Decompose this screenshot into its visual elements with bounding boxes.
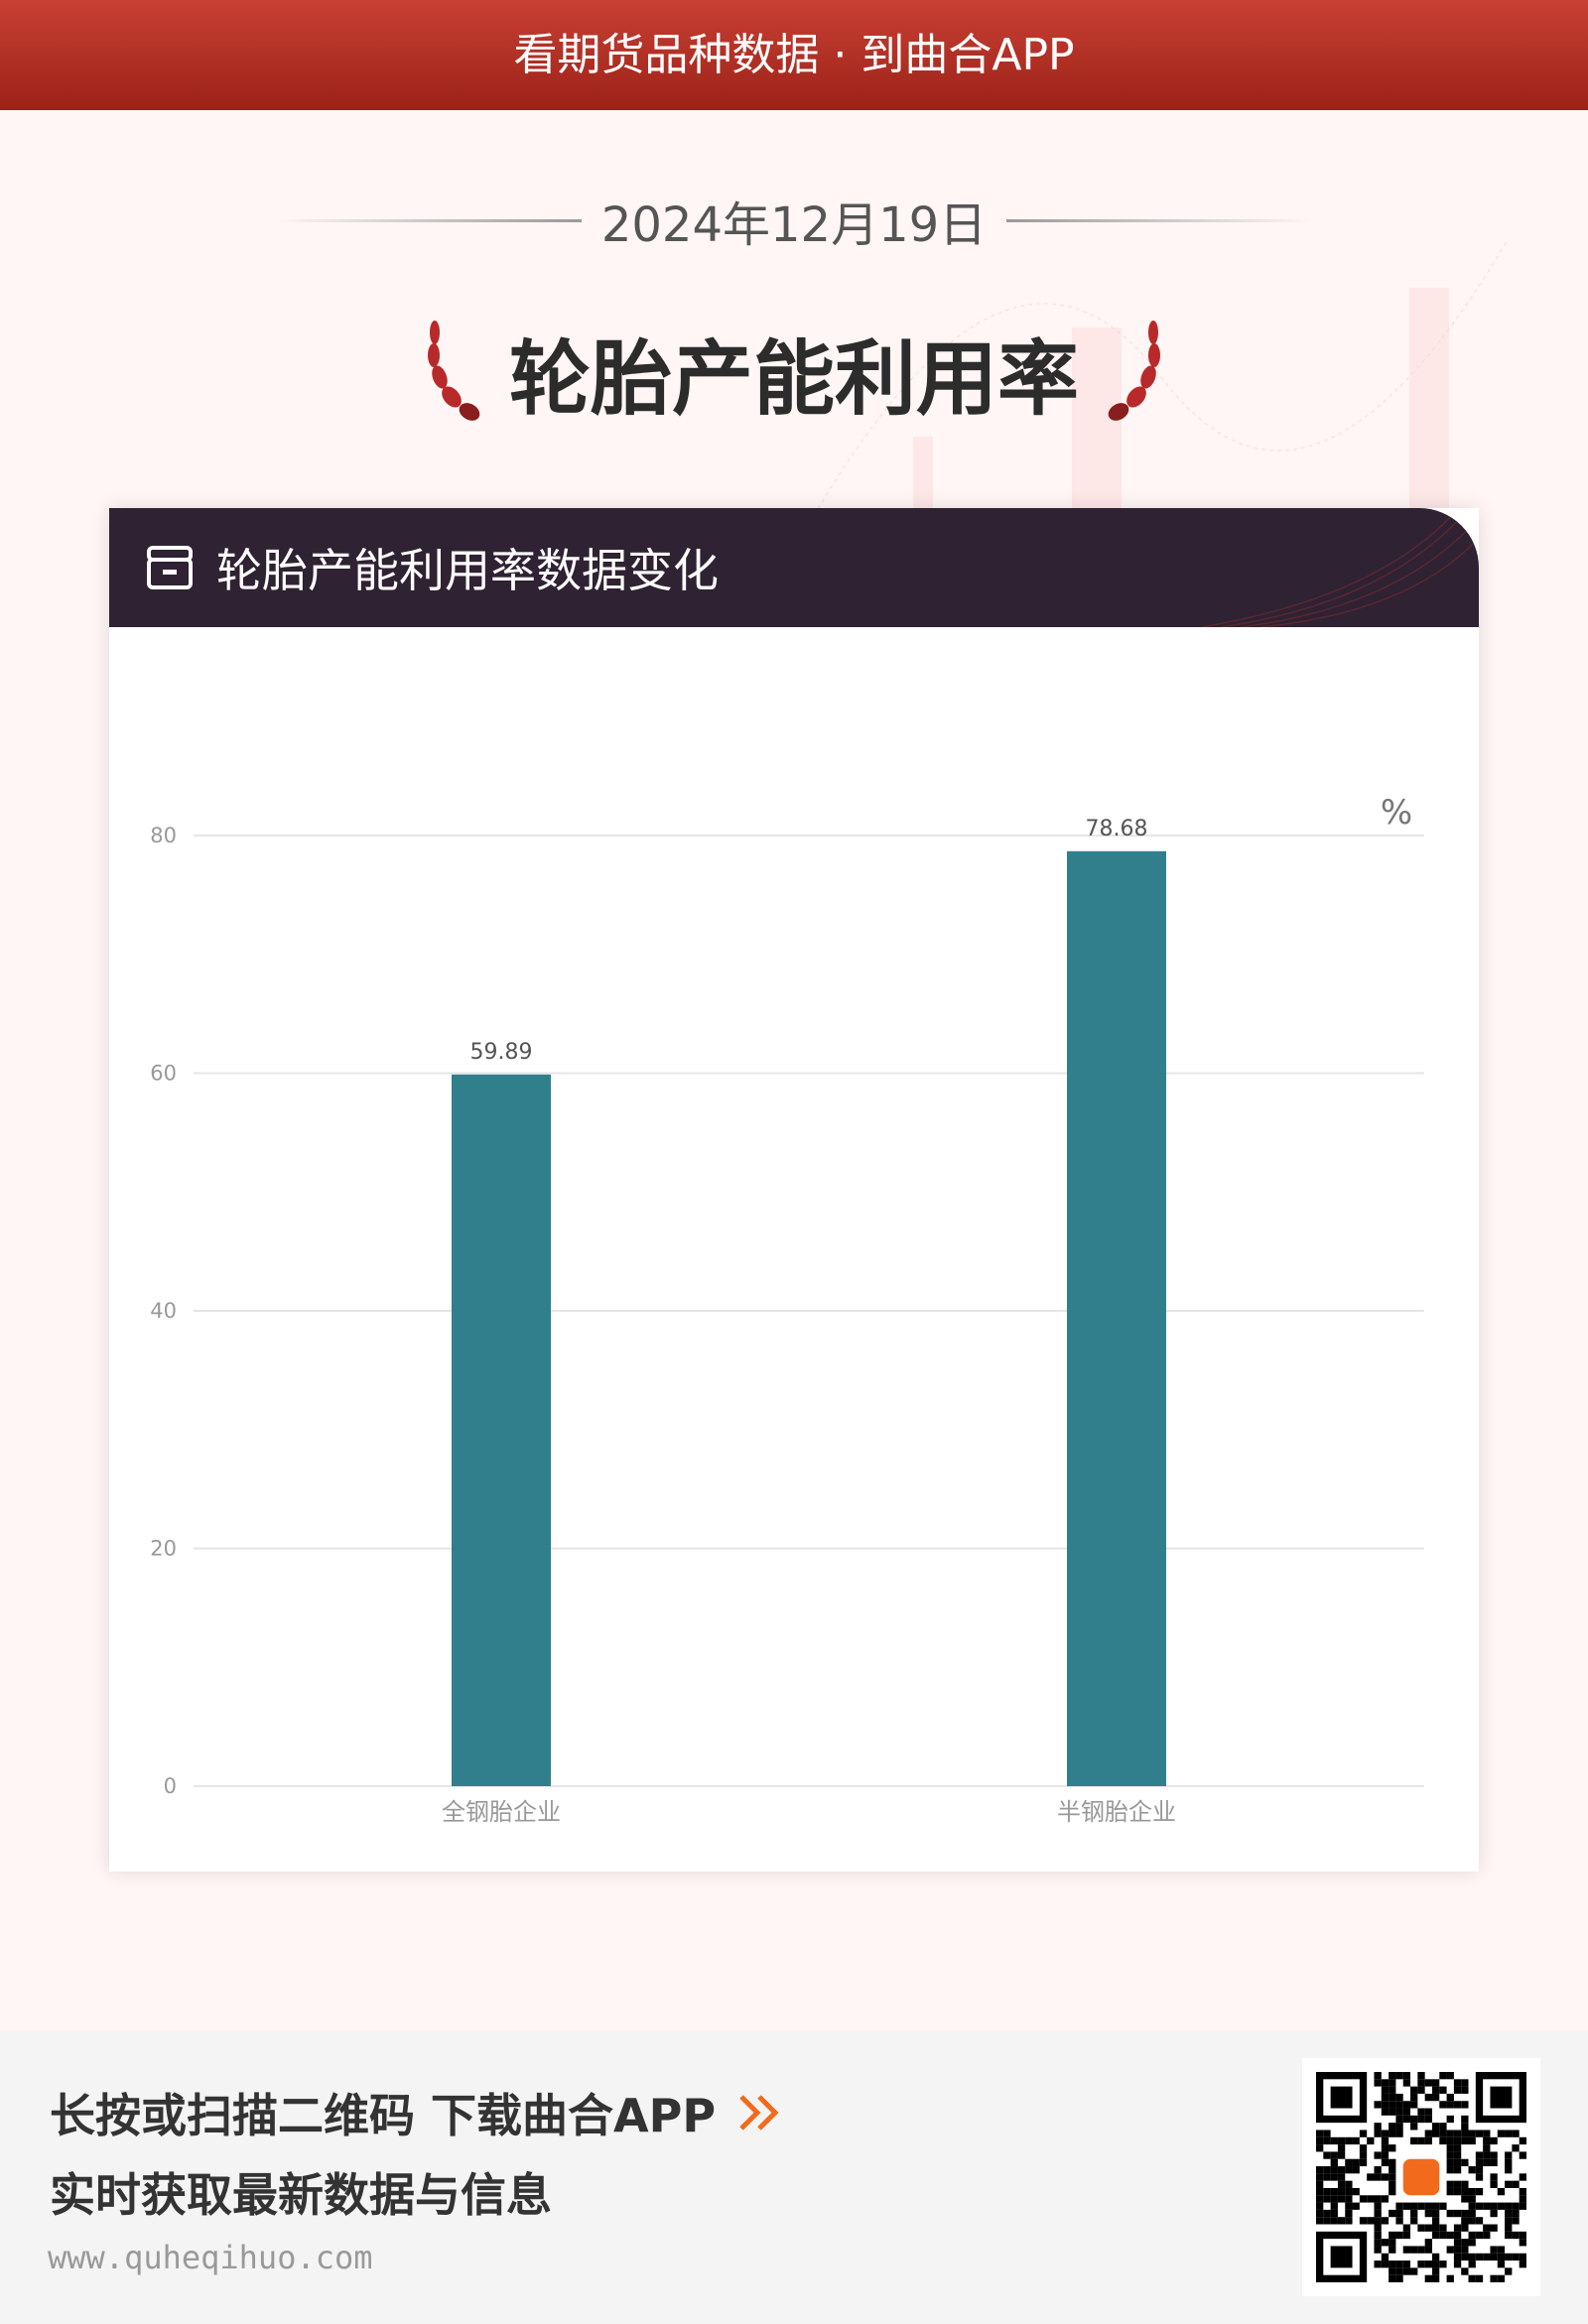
footer: 长按或扫描二维码 下载曲合APP 实时获取最新数据与信息 www.quheqih… (0, 2030, 1588, 2324)
unit-label: % (1381, 793, 1412, 833)
laurel-right-icon (1108, 320, 1160, 421)
laurel-left-icon (427, 320, 480, 421)
footer-url[interactable]: www.quheqihuo.com (48, 2239, 373, 2276)
bar (1067, 850, 1166, 1786)
x-tick-label: 半钢胎企业 (1057, 1798, 1176, 1826)
y-tick-label: 60 (150, 1062, 177, 1086)
archive-box-icon (147, 546, 193, 589)
header-decoration (1200, 508, 1479, 627)
top-banner[interactable]: 看期货品种数据 · 到曲合APP (0, 0, 1588, 110)
data-label: 78.68 (1086, 817, 1148, 841)
data-label: 59.89 (470, 1040, 533, 1065)
title-row: 轮胎产能利用率 (0, 313, 1588, 431)
y-tick-label: 80 (150, 824, 177, 847)
divider (1006, 218, 1315, 222)
y-tick-label: 40 (150, 1299, 177, 1323)
card-title: 轮胎产能利用率数据变化 (216, 544, 719, 597)
date-row: 2024年12月19日 (0, 189, 1588, 253)
qr-code (1302, 2058, 1540, 2296)
chart-card: 轮胎产能利用率数据变化 % 0 20 40 60 80 59.89 全钢胎企业 78.68 半钢胎… (109, 508, 1479, 1872)
bar-chart: % 0 20 40 60 80 59.89 全钢胎企业 78.68 半钢胎企业 (150, 793, 1424, 1826)
footer-line1: 长按或扫描二维码 下载曲合APP (50, 2089, 717, 2142)
background-decoration (814, 238, 1509, 516)
divider (273, 218, 582, 222)
app-logo-icon (1402, 2158, 1440, 2196)
footer-cta: 长按或扫描二维码 下载曲合APP (50, 2080, 787, 2145)
x-tick-label: 全钢胎企业 (442, 1798, 561, 1826)
y-tick-label: 0 (164, 1774, 177, 1798)
footer-line2: 实时获取最新数据与信息 (50, 2168, 552, 2222)
card-header: 轮胎产能利用率数据变化 (109, 508, 1479, 627)
double-chevron-right-icon (739, 2095, 779, 2130)
report-date: 2024年12月19日 (600, 197, 988, 253)
bar (452, 1074, 551, 1786)
y-tick-label: 20 (150, 1537, 177, 1561)
page-title: 轮胎产能利用率 (508, 332, 1079, 427)
